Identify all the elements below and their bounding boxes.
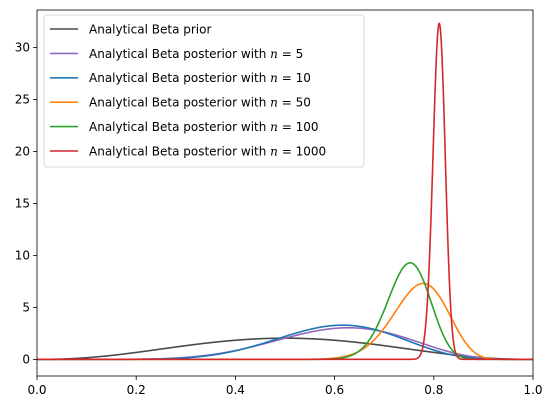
plot-frame bbox=[36, 9, 534, 377]
legend-n-value: 10 bbox=[296, 71, 311, 85]
legend-n-value: 5 bbox=[296, 47, 304, 61]
y-tick-label: 25 bbox=[15, 93, 30, 107]
legend-label-text: Analytical Beta posterior with bbox=[89, 144, 266, 158]
y-tick-label: 15 bbox=[15, 197, 30, 211]
x-tick-label: 0.8 bbox=[424, 383, 443, 397]
legend-label-text: Analytical Beta posterior with bbox=[89, 47, 266, 61]
x-tick-label: 0.4 bbox=[226, 383, 245, 397]
legend-n-value: 1000 bbox=[296, 144, 327, 158]
legend: Analytical Beta prior Analytical Beta pos… bbox=[43, 14, 365, 168]
y-tick-label: 20 bbox=[15, 145, 30, 159]
legend-n-symbol: n bbox=[266, 71, 278, 85]
legend-label-2: Analytical Beta posterior with n = 10 bbox=[89, 71, 311, 85]
legend-equals: = bbox=[278, 47, 296, 61]
legend-n-symbol: n bbox=[266, 47, 278, 61]
legend-label-text: Analytical Beta posterior with bbox=[89, 120, 266, 134]
legend-label-3: Analytical Beta posterior with n = 50 bbox=[89, 96, 311, 110]
legend-label-text: Analytical Beta prior bbox=[89, 22, 211, 36]
legend-n-symbol: n bbox=[266, 120, 278, 134]
x-tick-label: 1.0 bbox=[523, 383, 542, 397]
series-lines bbox=[36, 22, 534, 361]
series-line-5 bbox=[36, 22, 534, 361]
legend-n-symbol: n bbox=[266, 96, 278, 110]
legend-label-0: Analytical Beta prior bbox=[89, 22, 211, 36]
x-tick-label: 0.2 bbox=[127, 383, 146, 397]
legend-equals: = bbox=[278, 144, 296, 158]
y-tick-label: 30 bbox=[15, 41, 30, 55]
y-tick-label: 0 bbox=[22, 353, 30, 367]
legend-n-symbol: n bbox=[266, 144, 278, 158]
legend-n-value: 50 bbox=[296, 96, 311, 110]
legend-label-text: Analytical Beta posterior with bbox=[89, 96, 266, 110]
x-tick-label: 0.0 bbox=[27, 383, 46, 397]
legend-label-1: Analytical Beta posterior with n = 5 bbox=[89, 47, 303, 61]
axis-ticks: 0.0 0.2 0.4 0.6 0.8 1.0 0 5 10 15 20 25 30 bbox=[15, 41, 543, 397]
legend-equals: = bbox=[278, 120, 296, 134]
legend-box bbox=[43, 14, 365, 168]
legend-label-text: Analytical Beta posterior with bbox=[89, 71, 266, 85]
legend-equals: = bbox=[278, 71, 296, 85]
y-tick-label: 10 bbox=[15, 249, 30, 263]
legend-label-5: Analytical Beta posterior with n = 1000 bbox=[89, 144, 326, 158]
x-tick-label: 0.6 bbox=[325, 383, 344, 397]
legend-n-value: 100 bbox=[296, 120, 319, 134]
legend-equals: = bbox=[278, 96, 296, 110]
y-tick-label: 5 bbox=[22, 301, 30, 315]
legend-label-4: Analytical Beta posterior with n = 100 bbox=[89, 120, 319, 134]
